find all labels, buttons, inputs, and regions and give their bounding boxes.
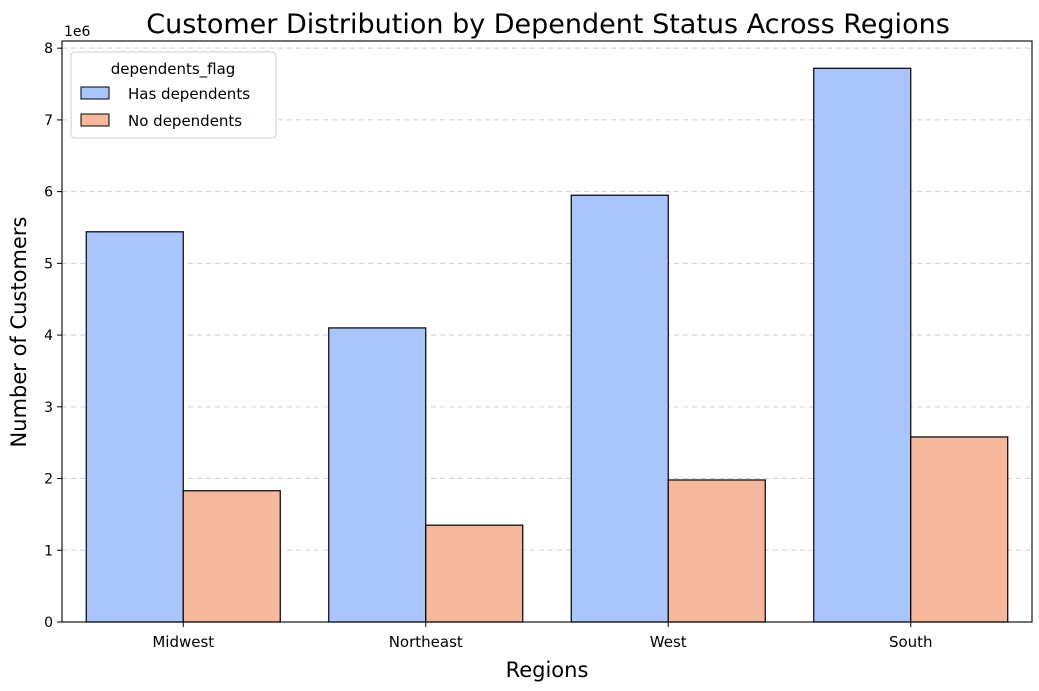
x-axis-label: Regions [506,658,589,682]
y-axis-ticks: 0 1 2 3 4 5 6 7 8 [44,41,62,631]
legend: dependents_flag Has dependents No depend… [70,51,277,139]
x-tick-label: Northeast [389,633,463,651]
y-tick-label: 2 [44,472,53,488]
y-axis-offset-label: 1e6 [64,24,91,40]
y-axis-label: Number of Customers [7,217,31,448]
legend-title: dependents_flag [111,60,236,79]
y-tick-label: 5 [44,256,53,272]
bars [85,67,1009,623]
bar-no-dependents-midwest [182,490,281,623]
legend-box [70,51,277,139]
x-tick-label: Midwest [152,633,214,651]
y-tick-label: 8 [44,41,53,57]
legend-swatch-no-dependents [80,113,110,127]
bar-has-dependents-west [570,194,669,623]
y-tick-label: 3 [44,400,53,416]
x-axis-ticks: Midwest Northeast West South [152,622,933,651]
legend-label-no-dependents: No dependents [128,112,242,130]
bar-has-dependents-northeast [328,327,427,623]
plot-frame [61,40,1033,623]
x-tick-label: South [889,633,933,651]
legend-swatch-has-dependents [80,86,110,100]
bar-no-dependents-south [910,436,1009,623]
y-tick-label: 0 [44,615,53,631]
bar-no-dependents-northeast [425,524,524,623]
bar-has-dependents-south [813,67,912,623]
y-tick-label: 6 [44,185,53,201]
y-tick-label: 4 [44,328,53,344]
bar-no-dependents-west [667,479,766,623]
y-tick-label: 7 [44,113,53,129]
bar-has-dependents-midwest [85,231,184,623]
chart-title: Customer Distribution by Dependent Statu… [146,9,950,40]
legend-label-has-dependents: Has dependents [128,85,250,103]
y-tick-label: 1 [44,543,53,559]
x-tick-label: West [650,633,687,651]
